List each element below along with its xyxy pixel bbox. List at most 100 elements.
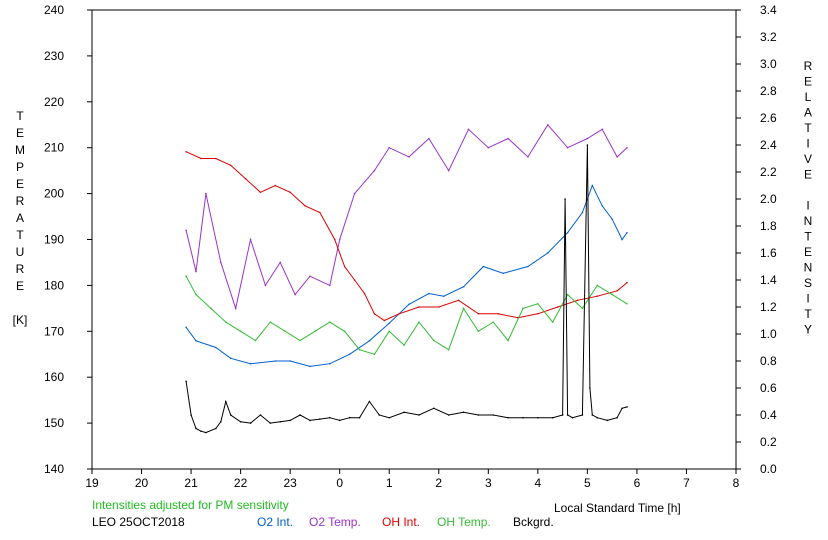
data-point-bckgrd	[403, 411, 405, 414]
y-right-tick-label: 2.6	[760, 111, 777, 125]
y-right-tick-label: 2.0	[760, 192, 777, 206]
data-point-o2-temp	[408, 156, 410, 158]
right-axis-label-char: I	[806, 199, 809, 213]
data-point-oh-int	[383, 319, 386, 322]
data-point-bckgrd	[616, 416, 618, 419]
data-point-oh-temp	[626, 302, 628, 305]
right-axis-label-char: E	[804, 75, 812, 89]
data-point-o2-temp	[309, 275, 311, 278]
y-right-tick-label: 2.8	[760, 84, 777, 98]
y-left-tick-label: 180	[44, 278, 64, 292]
left-axis-label-char: A	[16, 211, 24, 225]
y-left-tick-label: 230	[44, 49, 64, 63]
ticks-group: 19 20 21 22 23 0 1 2 3 4 5 6 7 8140150160170180190200…	[13, 3, 813, 490]
data-point-oh-temp	[611, 293, 613, 296]
data-point-o2-int	[309, 365, 311, 368]
station-label: LEO 25OCT2018	[92, 515, 185, 529]
x-tick-label: 6	[634, 476, 641, 490]
data-point-oh-temp	[522, 307, 524, 310]
data-point-o2-temp	[586, 137, 589, 140]
x-tick-label: 4	[535, 476, 542, 490]
data-point-oh-int	[229, 164, 232, 167]
y-right-tick-label: 1.4	[760, 273, 777, 287]
x-tick-label: 19	[85, 476, 99, 490]
legend-o2-int: O2 Int.	[257, 515, 293, 529]
right-axis-label-char: N	[804, 214, 813, 228]
data-point-oh-temp	[210, 307, 212, 310]
y-left-tick-label: 160	[44, 370, 64, 384]
data-point-bckgrd	[269, 422, 272, 424]
left-axis-label-char: T	[16, 109, 24, 123]
data-point-o2-temp	[373, 169, 376, 172]
data-point-oh-temp	[447, 348, 450, 351]
data-point-oh-temp	[492, 321, 495, 323]
left-axis-label-char: [K]	[13, 313, 28, 327]
x-axis-label: Local Standard Time [h]	[554, 501, 681, 515]
data-point-oh-int	[537, 312, 539, 315]
sensitivity-note: Intensities adjusted for PM sensitivity	[92, 498, 289, 512]
right-axis-label-char: T	[804, 307, 812, 321]
data-point-bckgrd	[621, 407, 623, 410]
data-point-o2-temp	[447, 169, 450, 172]
data-point-o2-int	[408, 303, 410, 306]
data-point-o2-int	[626, 231, 628, 234]
data-point-bckgrd	[571, 416, 574, 419]
data-point-o2-int	[621, 238, 623, 241]
data-point-bckgrd	[200, 430, 202, 433]
data-point-bckgrd	[581, 414, 584, 416]
y-left-tick-label: 210	[44, 141, 64, 155]
data-point-bckgrd	[462, 411, 465, 414]
data-point-oh-temp	[269, 321, 272, 323]
data-point-bckgrd	[239, 420, 242, 423]
data-point-o2-int	[601, 204, 604, 207]
right-axis-label-char: S	[804, 276, 812, 290]
y-left-tick-label: 190	[44, 233, 64, 247]
data-point-o2-int	[462, 285, 465, 288]
data-point-o2-int	[591, 184, 594, 187]
data-point-oh-int	[616, 290, 618, 292]
y-right-tick-label: 1.8	[760, 219, 777, 233]
right-axis-label-char: Y	[804, 323, 812, 337]
right-axis-label-char: R	[804, 59, 813, 73]
data-point-o2-int	[502, 272, 504, 275]
data-point-bckgrd	[564, 198, 566, 200]
data-point-oh-temp	[507, 339, 509, 342]
y-right-tick-label: 0.2	[760, 435, 777, 449]
data-point-oh-temp	[185, 275, 187, 278]
data-point-oh-temp	[314, 330, 316, 333]
data-point-bckgrd	[433, 407, 435, 410]
data-point-oh-int	[274, 184, 277, 187]
data-point-bckgrd	[492, 414, 495, 416]
data-point-bckgrd	[185, 380, 187, 383]
y-left-tick-label: 170	[44, 324, 64, 338]
data-point-o2-temp	[264, 284, 267, 287]
data-point-bckgrd	[589, 387, 591, 389]
y-left-tick-label: 200	[44, 187, 64, 201]
right-axis-label-char: A	[804, 106, 812, 120]
data-point-oh-int	[215, 157, 217, 160]
data-point-o2-int	[328, 362, 331, 365]
data-point-bckgrd	[328, 416, 331, 419]
data-point-bckgrd	[195, 427, 197, 430]
data-point-o2-int	[482, 265, 485, 268]
left-axis-label-char: U	[16, 245, 25, 259]
data-point-o2-int	[611, 218, 613, 221]
right-axis-label-char: N	[804, 261, 813, 275]
right-axis-label-char: I	[806, 292, 809, 306]
data-point-bckgrd	[626, 406, 628, 408]
data-point-oh-int	[477, 312, 480, 315]
data-point-o2-temp	[566, 146, 569, 149]
x-tick-label: 0	[336, 476, 343, 490]
data-point-o2-int	[388, 322, 391, 325]
data-point-o2-int	[581, 211, 584, 214]
x-tick-label: 8	[733, 476, 740, 490]
left-axis-label-char: R	[16, 194, 25, 208]
data-point-o2-int	[546, 252, 549, 254]
data-point-o2-temp	[328, 284, 331, 287]
data-point-bckgrd	[190, 414, 192, 416]
data-point-oh-int	[576, 299, 579, 302]
data-point-oh-int	[626, 281, 628, 284]
data-point-oh-temp	[477, 330, 480, 333]
data-point-oh-int	[185, 150, 187, 153]
data-point-oh-temp	[596, 284, 599, 287]
